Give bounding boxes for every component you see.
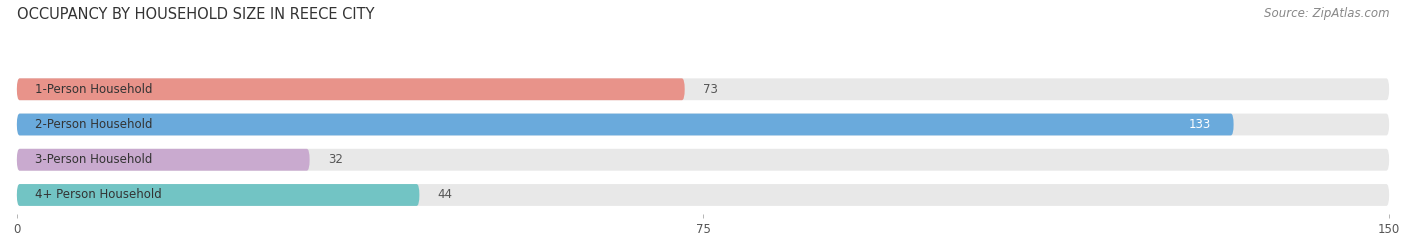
Text: Source: ZipAtlas.com: Source: ZipAtlas.com xyxy=(1264,7,1389,20)
Text: 1-Person Household: 1-Person Household xyxy=(35,83,153,96)
Text: 73: 73 xyxy=(703,83,718,96)
Text: 32: 32 xyxy=(328,153,343,166)
FancyBboxPatch shape xyxy=(17,78,1389,100)
FancyBboxPatch shape xyxy=(17,184,419,206)
FancyBboxPatch shape xyxy=(17,114,1389,135)
FancyBboxPatch shape xyxy=(17,114,1233,135)
Text: 4+ Person Household: 4+ Person Household xyxy=(35,188,162,202)
Text: 2-Person Household: 2-Person Household xyxy=(35,118,153,131)
Text: OCCUPANCY BY HOUSEHOLD SIZE IN REECE CITY: OCCUPANCY BY HOUSEHOLD SIZE IN REECE CIT… xyxy=(17,7,374,22)
Text: 44: 44 xyxy=(437,188,453,202)
Text: 3-Person Household: 3-Person Household xyxy=(35,153,152,166)
Text: 133: 133 xyxy=(1188,118,1211,131)
FancyBboxPatch shape xyxy=(17,78,685,100)
FancyBboxPatch shape xyxy=(17,149,309,171)
FancyBboxPatch shape xyxy=(17,184,1389,206)
FancyBboxPatch shape xyxy=(17,149,1389,171)
